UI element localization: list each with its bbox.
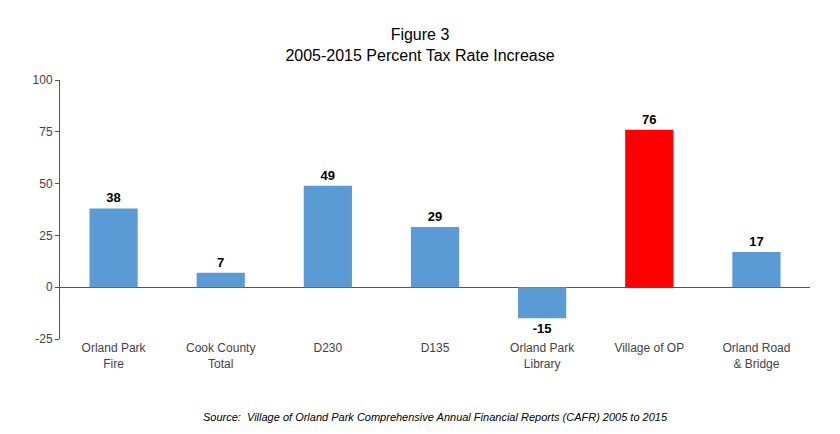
svg-text:29: 29	[428, 209, 442, 224]
svg-text:Orland ParkLibrary: Orland ParkLibrary	[510, 341, 575, 371]
svg-text:75: 75	[39, 125, 53, 139]
svg-text:D135: D135	[421, 341, 450, 355]
svg-text:100: 100	[33, 73, 53, 87]
svg-text:0: 0	[46, 280, 53, 294]
svg-text:-25: -25	[35, 332, 53, 346]
svg-text:D230: D230	[314, 341, 343, 355]
svg-text:-15: -15	[533, 321, 552, 336]
svg-text:38: 38	[106, 190, 120, 205]
svg-text:17: 17	[749, 234, 763, 249]
svg-text:Orland ParkFire: Orland ParkFire	[82, 341, 147, 371]
svg-text:Village of OP: Village of OP	[614, 341, 684, 355]
svg-text:25: 25	[39, 229, 53, 243]
svg-text:7: 7	[217, 255, 224, 270]
svg-text:49: 49	[321, 168, 335, 183]
svg-text:Source: Village of Orland Par: Source: Village of Orland Park Comprehen…	[203, 411, 668, 423]
svg-text:76: 76	[642, 112, 656, 127]
svg-text:Orland Road& Bridge: Orland Road& Bridge	[722, 341, 790, 371]
svg-text:Cook CountyTotal: Cook CountyTotal	[186, 341, 255, 371]
svg-text:Figure 32005-2015 Percent Tax: Figure 32005-2015 Percent Tax Rate Incre…	[285, 26, 554, 64]
svg-text:50: 50	[39, 177, 53, 191]
